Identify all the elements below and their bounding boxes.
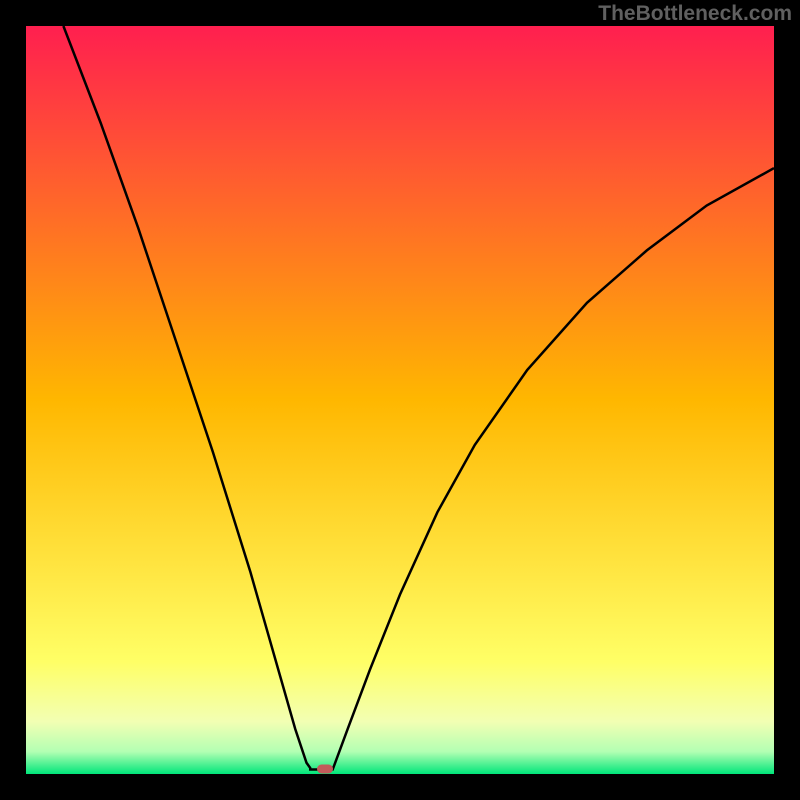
plot-area <box>26 26 774 774</box>
curve-path <box>63 26 774 770</box>
watermark-text: TheBottleneck.com <box>598 2 792 26</box>
bottleneck-curve <box>26 26 774 774</box>
minimum-marker <box>317 764 333 773</box>
chart-container: TheBottleneck.com <box>0 0 800 800</box>
